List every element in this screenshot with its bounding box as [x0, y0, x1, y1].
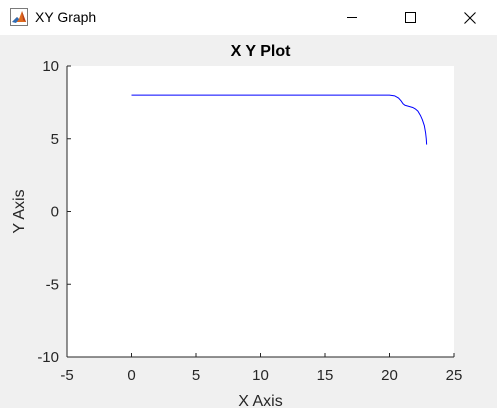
title-bar[interactable]: XY Graph: [0, 0, 497, 35]
maximize-button[interactable]: [387, 0, 433, 35]
x-axis-label: X Axis: [238, 393, 282, 408]
y-tick-label: -10: [37, 349, 59, 366]
maximize-icon: [405, 12, 416, 23]
close-button[interactable]: [447, 0, 493, 35]
figure-area: -5 0 5 10 15 20 25 -10 -5 0 5 10 X Y Plot X Axis Y…: [0, 35, 497, 408]
x-ticks: -5 0 5 10 15 20 25: [60, 353, 462, 384]
x-tick-label: 20: [381, 367, 398, 384]
x-tick-label: 25: [446, 367, 463, 384]
x-tick-label: -5: [60, 367, 73, 384]
y-tick-label: 0: [51, 204, 59, 221]
matlab-icon: [10, 8, 28, 26]
series-line: [131, 94, 428, 145]
x-tick-label: 0: [127, 367, 135, 384]
minimize-button[interactable]: [329, 0, 375, 35]
y-axis-label: Y Axis: [11, 189, 28, 233]
y-tick-label: 10: [42, 58, 59, 75]
plot-area: [67, 66, 454, 357]
y-tick-label: -5: [46, 276, 59, 293]
window-title: XY Graph: [35, 9, 97, 25]
close-icon: [464, 12, 476, 24]
x-tick-label: 5: [192, 367, 200, 384]
y-tick-label: 5: [51, 131, 59, 148]
y-ticks: -10 -5 0 5 10: [37, 58, 71, 366]
chart-title: X Y Plot: [231, 43, 292, 60]
x-tick-label: 15: [317, 367, 334, 384]
x-tick-label: 10: [252, 367, 269, 384]
